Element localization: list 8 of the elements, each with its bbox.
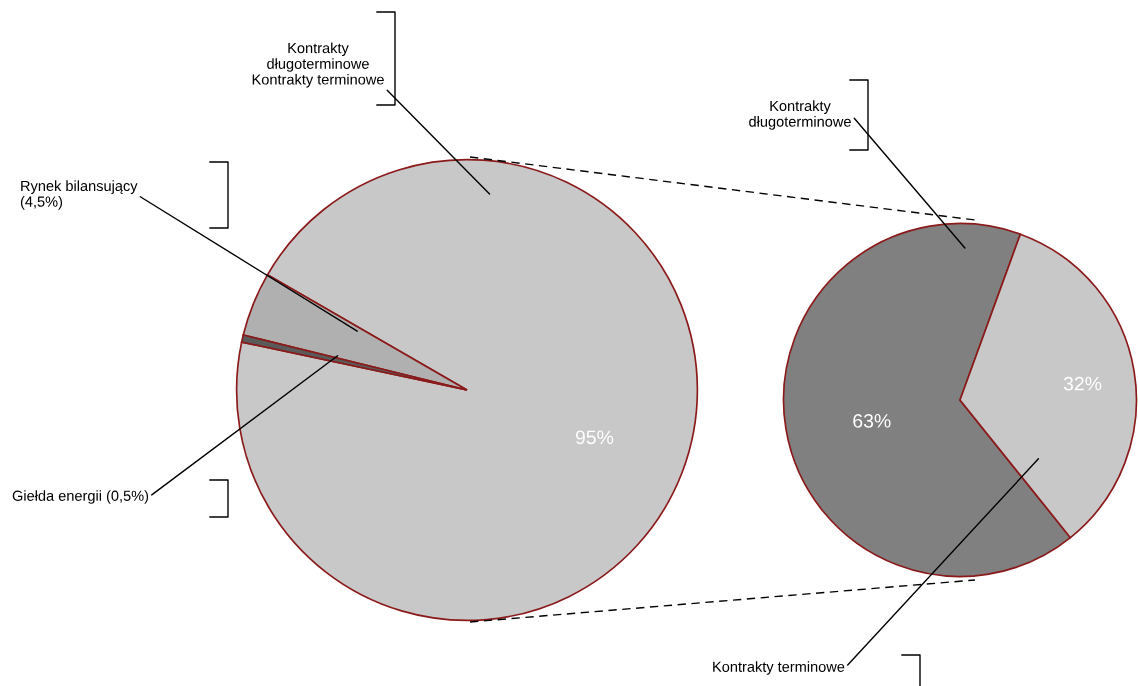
slice-label: Giełda energii (0,5%) [12,490,149,504]
slice-label: Kontrakty długoterminowe Kontrakty terminowe [252,42,384,88]
slice-label: Rynek bilansujący (4,5%) [20,180,138,210]
slice-label: Kontrakty terminowe [713,661,845,675]
data-label: 63% [853,414,891,428]
pie-slice [242,273,468,391]
slice-label: Kontrakty długoterminowe [749,100,851,130]
pie-slice [235,158,699,622]
